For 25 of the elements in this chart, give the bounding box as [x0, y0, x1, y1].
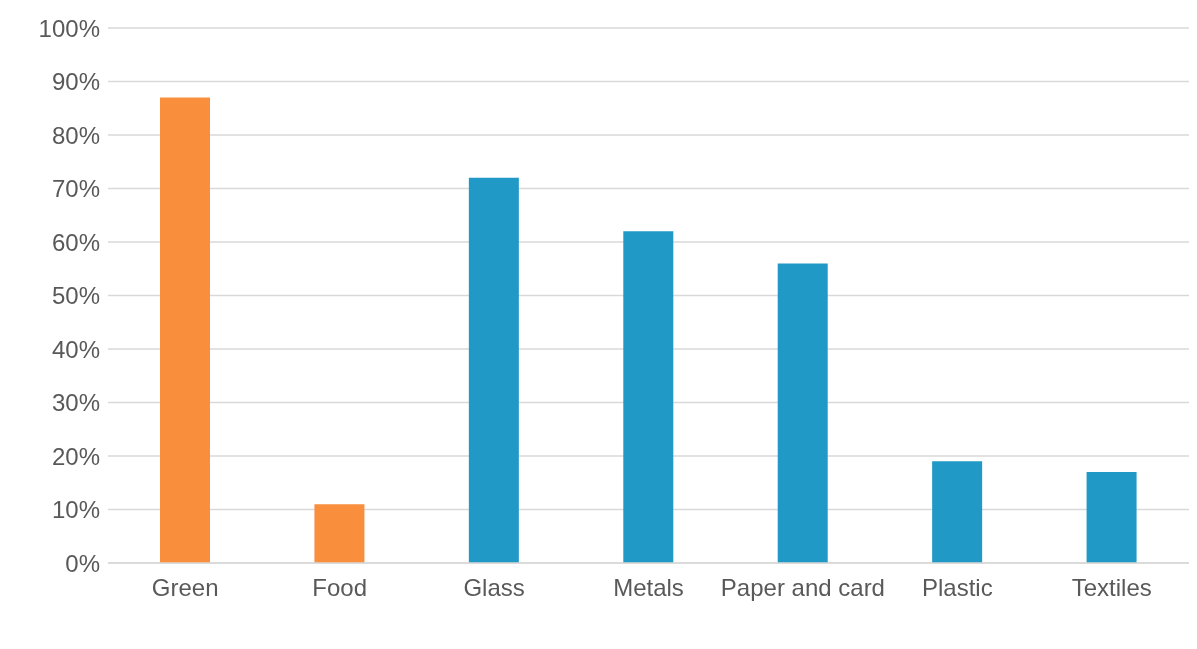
- x-tick-label: Glass: [463, 574, 525, 602]
- y-tick-label: 90%: [51, 68, 100, 96]
- bar: [932, 461, 983, 563]
- x-tick-label: Textiles: [1071, 574, 1152, 602]
- y-tick-label: 60%: [51, 228, 100, 256]
- bar: [160, 97, 210, 563]
- bar: [1086, 472, 1137, 563]
- y-tick-label: 0%: [65, 549, 100, 577]
- y-tick-label: 30%: [51, 389, 100, 417]
- y-tick-label: 20%: [51, 442, 100, 470]
- bar: [314, 504, 365, 563]
- x-tick-label: Green: [151, 574, 219, 602]
- x-tick-label: Plastic: [922, 574, 993, 602]
- bar: [623, 231, 674, 563]
- y-tick-label: 100%: [38, 14, 100, 42]
- y-tick-label: 50%: [51, 282, 100, 310]
- y-tick-label: 80%: [51, 121, 100, 149]
- x-tick-label: Food: [312, 574, 367, 602]
- y-tick-label: 10%: [51, 496, 100, 524]
- bar: [777, 263, 828, 563]
- y-tick-label: 40%: [51, 335, 100, 363]
- bar: [468, 177, 519, 563]
- y-tick-label: 70%: [51, 175, 100, 203]
- x-tick-label: Paper and card: [720, 574, 885, 602]
- x-tick-label: Metals: [613, 574, 684, 602]
